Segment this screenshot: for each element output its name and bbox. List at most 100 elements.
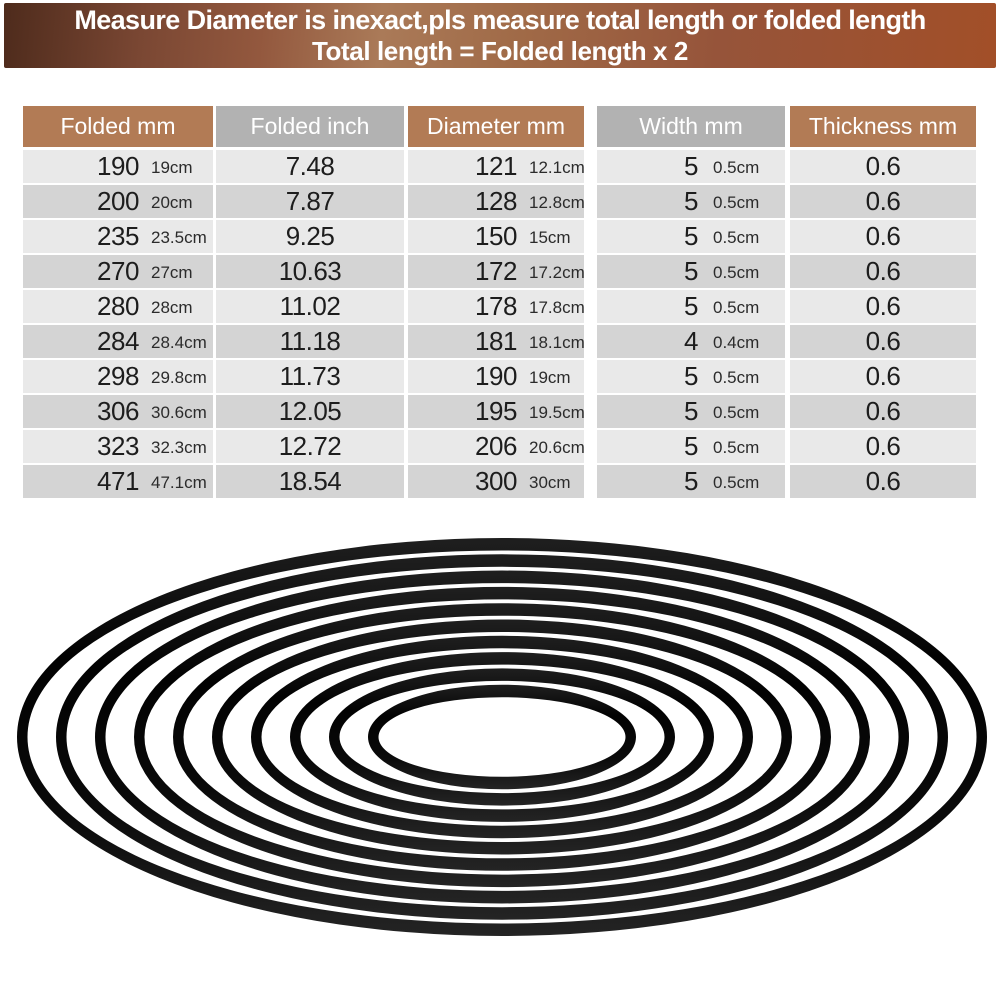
belt-ring (251, 635, 753, 839)
width-cm-label: 0.5cm (713, 297, 760, 317)
table-rows: 190 19cm 7.48 121 12.1cm 5 0.5cm 0.6 200… (23, 150, 977, 498)
width-cm-label: 0.5cm (713, 192, 760, 212)
header-cell-diameter-mm: Diameter mm (408, 106, 584, 147)
width-mm-cell: 5 0.5cm (597, 185, 785, 218)
table-row: 190 19cm 7.48 121 12.1cm 5 0.5cm 0.6 (23, 150, 977, 183)
folded-cm-label: 23.5cm (151, 227, 207, 247)
diameter-mm-cell: 172 17.2cm (408, 255, 585, 288)
width-mm-cell: 5 0.5cm (597, 290, 785, 323)
folded-inch-cell: 12.72 (216, 430, 404, 463)
header-cell-width-mm: Width mm (597, 106, 785, 147)
table-row: 280 28cm 11.02 178 17.8cm 5 0.5cm 0.6 (23, 290, 977, 323)
belt-rings-image (17, 538, 987, 936)
folded-cm-label: 47.1cm (151, 472, 207, 492)
width-mm-cell: 4 0.4cm (597, 325, 785, 358)
thickness-mm-value: 0.6 (865, 326, 901, 356)
folded-mm-value: 306 (97, 396, 139, 426)
table-row: 235 23.5cm 9.25 150 15cm 5 0.5cm 0.6 (23, 220, 977, 253)
thickness-mm-value: 0.6 (865, 291, 901, 321)
folded-cm-label: 28.4cm (151, 332, 207, 352)
diameter-mm-value: 300 (475, 466, 517, 496)
belt-rings-figure (0, 520, 1000, 1000)
folded-inch-cell: 10.63 (216, 255, 404, 288)
thickness-mm-value: 0.6 (865, 466, 901, 496)
header-cell-folded-mm: Folded mm (23, 106, 213, 147)
folded-inch-value: 10.63 (278, 256, 342, 286)
folded-mm-value: 200 (97, 186, 139, 216)
thickness-mm-value: 0.6 (865, 431, 901, 461)
width-cm-label: 0.5cm (713, 227, 760, 247)
width-cm-label: 0.5cm (713, 472, 760, 492)
thickness-mm-cell: 0.6 (790, 220, 976, 253)
folded-cm-label: 27cm (151, 262, 193, 282)
folded-mm-value: 298 (97, 361, 139, 391)
folded-inch-cell: 11.18 (216, 325, 404, 358)
diameter-mm-value: 121 (475, 151, 517, 181)
folded-inch-cell: 9.25 (216, 220, 404, 253)
diameter-cm-label: 12.1cm (529, 157, 585, 177)
table-row: 284 28.4cm 11.18 181 18.1cm 4 0.4cm 0.6 (23, 325, 977, 358)
width-mm-value: 5 (684, 396, 698, 426)
folded-inch-cell: 18.54 (216, 465, 404, 498)
thickness-mm-cell: 0.6 (790, 150, 976, 183)
folded-mm-value: 190 (97, 151, 139, 181)
table-row: 200 20cm 7.87 128 12.8cm 5 0.5cm 0.6 (23, 185, 977, 218)
table-row: 298 29.8cm 11.73 190 19cm 5 0.5cm 0.6 (23, 360, 977, 393)
width-mm-value: 5 (684, 186, 698, 216)
thickness-mm-cell: 0.6 (790, 290, 976, 323)
width-mm-value: 5 (684, 221, 698, 251)
diameter-mm-cell: 206 20.6cm (408, 430, 585, 463)
folded-mm-cell: 270 27cm (23, 255, 213, 288)
folded-mm-value: 270 (97, 256, 139, 286)
width-cm-label: 0.5cm (713, 262, 760, 282)
diameter-cm-label: 12.8cm (529, 192, 585, 212)
folded-inch-value: 7.48 (285, 151, 335, 181)
diameter-mm-cell: 128 12.8cm (408, 185, 585, 218)
folded-inch-cell: 11.02 (216, 290, 404, 323)
folded-inch-cell: 11.73 (216, 360, 404, 393)
folded-inch-cell: 7.48 (216, 150, 404, 183)
thickness-mm-cell: 0.6 (790, 325, 976, 358)
folded-mm-value: 280 (97, 291, 139, 321)
size-table: Folded mm Folded inch Diameter mm Width … (23, 106, 977, 500)
folded-inch-value: 11.18 (279, 326, 341, 356)
width-mm-value: 4 (684, 326, 698, 356)
diameter-mm-value: 128 (475, 186, 517, 216)
folded-cm-label: 19cm (151, 157, 193, 177)
thickness-mm-value: 0.6 (865, 256, 901, 286)
thickness-mm-cell: 0.6 (790, 395, 976, 428)
table-row: 270 27cm 10.63 172 17.2cm 5 0.5cm 0.6 (23, 255, 977, 288)
width-cm-label: 0.5cm (713, 402, 760, 422)
width-mm-value: 5 (684, 151, 698, 181)
width-mm-cell: 5 0.5cm (597, 395, 785, 428)
diameter-mm-cell: 190 19cm (408, 360, 584, 393)
folded-cm-label: 29.8cm (151, 367, 207, 387)
thickness-mm-value: 0.6 (865, 221, 901, 251)
width-mm-value: 5 (684, 466, 698, 496)
folded-mm-cell: 323 32.3cm (23, 430, 213, 463)
diameter-cm-label: 17.2cm (529, 262, 585, 282)
folded-inch-value: 11.02 (279, 291, 341, 321)
width-mm-value: 5 (684, 256, 698, 286)
diameter-mm-cell: 300 30cm (408, 465, 584, 498)
thickness-mm-value: 0.6 (865, 396, 901, 426)
width-mm-cell: 5 0.5cm (597, 360, 785, 393)
diameter-mm-value: 178 (475, 291, 517, 321)
table-row: 471 47.1cm 18.54 300 30cm 5 0.5cm 0.6 (23, 465, 977, 498)
thickness-mm-value: 0.6 (865, 186, 901, 216)
thickness-mm-value: 0.6 (865, 151, 901, 181)
warning-banner: Measure Diameter is inexact,pls measure … (4, 3, 996, 68)
folded-mm-cell: 306 30.6cm (23, 395, 213, 428)
diameter-mm-value: 206 (475, 431, 517, 461)
thickness-mm-cell: 0.6 (790, 465, 976, 498)
diameter-cm-label: 15cm (529, 227, 571, 247)
table-row: 323 32.3cm 12.72 206 20.6cm 5 0.5cm 0.6 (23, 430, 977, 463)
header-cell-folded-inch: Folded inch (216, 106, 404, 147)
folded-cm-label: 30.6cm (151, 402, 207, 422)
folded-inch-value: 11.73 (279, 361, 341, 391)
diameter-mm-cell: 195 19.5cm (408, 395, 585, 428)
width-cm-label: 0.5cm (713, 157, 760, 177)
folded-cm-label: 32.3cm (151, 437, 207, 457)
diameter-mm-cell: 150 15cm (408, 220, 584, 253)
diameter-mm-value: 150 (475, 221, 517, 251)
